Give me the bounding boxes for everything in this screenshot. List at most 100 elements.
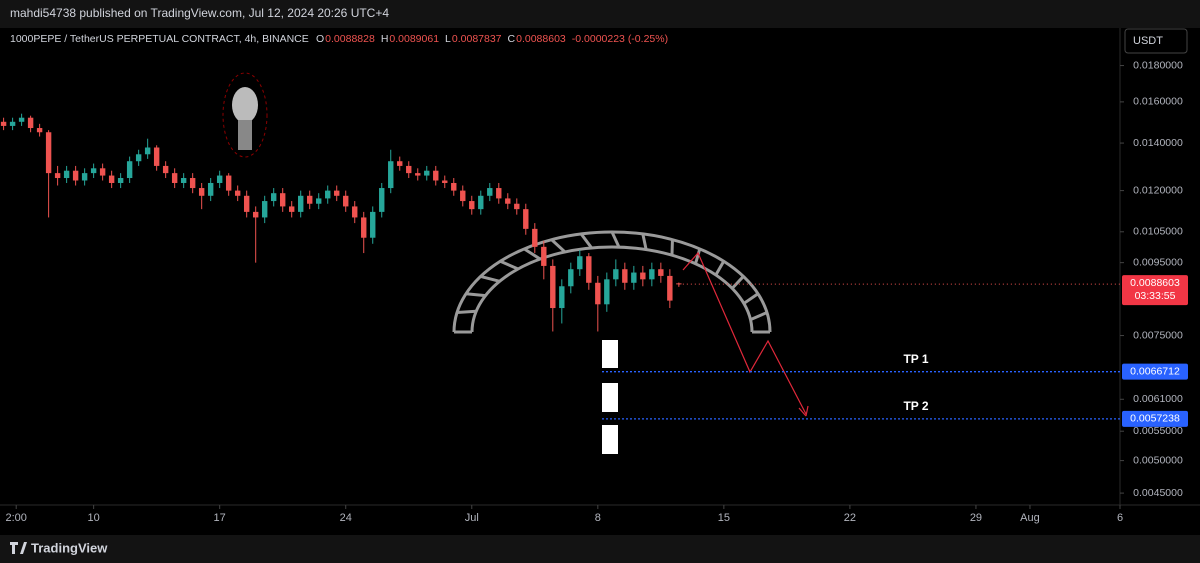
candle-body xyxy=(631,272,637,283)
candle-body xyxy=(216,175,223,183)
candle-body xyxy=(108,175,115,183)
candle-body xyxy=(649,269,655,280)
candle-body xyxy=(505,198,511,204)
currency-button[interactable] xyxy=(1124,28,1188,54)
arch-segment xyxy=(731,275,745,290)
candle-body xyxy=(234,190,241,196)
candle-body xyxy=(559,286,565,309)
white-block xyxy=(602,425,618,454)
candle-body xyxy=(370,211,376,238)
candle-body xyxy=(270,193,277,202)
candle-body xyxy=(316,198,322,204)
candle-body xyxy=(9,121,16,126)
y-tick-label: 0.0095000 xyxy=(1133,256,1183,268)
candle-body xyxy=(334,190,340,196)
arch-segment xyxy=(694,248,702,265)
candle-body xyxy=(622,269,628,283)
y-tick-label: 0.0105000 xyxy=(1133,226,1183,238)
candle-body xyxy=(604,279,610,305)
candle-body xyxy=(307,195,313,204)
candle-body xyxy=(72,170,79,181)
candle-body xyxy=(568,269,574,287)
candle-body xyxy=(126,161,133,179)
last-price-text: 0.0088603 xyxy=(1130,277,1180,289)
logo-skull xyxy=(232,87,258,123)
candle-body xyxy=(162,165,169,174)
candle-body xyxy=(676,283,682,285)
ohlc-value: 0.0088603 xyxy=(516,33,566,45)
arch-segment xyxy=(465,292,486,298)
x-tick-label: 2:00 xyxy=(5,512,26,524)
ohlc-key: O xyxy=(316,33,324,45)
candle-body xyxy=(144,147,151,155)
candle-body xyxy=(45,132,52,174)
candle-body xyxy=(343,195,349,207)
candle-body xyxy=(640,272,646,280)
arch-segment xyxy=(456,309,477,314)
candle-body xyxy=(325,190,331,199)
candle-body xyxy=(397,161,403,166)
candle-body xyxy=(252,211,259,218)
candle-body xyxy=(135,154,142,162)
candle-body xyxy=(433,170,439,181)
candle-body xyxy=(550,265,556,309)
x-tick-label: 17 xyxy=(214,512,226,524)
x-tick-label: 15 xyxy=(718,512,730,524)
candle-body xyxy=(352,206,358,218)
candle-body xyxy=(613,269,619,280)
candle-body xyxy=(532,228,538,247)
candle-body xyxy=(207,182,214,196)
x-tick-label: 6 xyxy=(1117,512,1123,524)
y-tick-label: 0.0055000 xyxy=(1133,425,1183,437)
candle-body xyxy=(577,256,583,270)
footer-bar xyxy=(0,535,1200,563)
arch-segment xyxy=(714,260,726,276)
arch-segment xyxy=(610,231,621,248)
candle-body xyxy=(117,178,124,183)
ohlc-key: H xyxy=(381,33,389,45)
price-tag xyxy=(1122,410,1188,427)
candle-body xyxy=(451,182,457,191)
x-tick-label: 8 xyxy=(595,512,601,524)
candle-body xyxy=(541,246,547,266)
ohlc-legend: O 0.0088828 H 0.0089061 L 0.0087837 C 0.0088603… xyxy=(316,33,668,45)
y-tick-label: 0.0140000 xyxy=(1133,137,1183,149)
y-tick-label: 0.0180000 xyxy=(1133,59,1183,71)
arch-inner xyxy=(470,245,754,333)
ohlc-value: 0.0088828 xyxy=(325,33,375,45)
arrow-head xyxy=(798,405,809,417)
footer-brand: TradingView xyxy=(31,540,108,555)
arch-segment xyxy=(579,233,593,249)
target-label: TP 2 xyxy=(903,399,928,413)
candle-body xyxy=(424,170,430,176)
candle-body xyxy=(523,209,529,229)
candle-body xyxy=(379,188,385,212)
ohlc-value: 0.0087837 xyxy=(452,33,502,45)
x-tick-label: Aug xyxy=(1020,512,1040,524)
logo-body xyxy=(238,120,252,150)
candle-body xyxy=(388,161,394,189)
arch-segment xyxy=(480,274,500,283)
arch-segment xyxy=(550,238,566,254)
ohlc-key: L xyxy=(445,33,451,45)
candle-body xyxy=(586,256,592,283)
arch-drawing xyxy=(452,230,772,334)
symbol-title: 1000PEPE / TetherUS PERPETUAL CONTRACT, … xyxy=(10,33,309,45)
candle-body xyxy=(36,128,43,133)
currency: USDT xyxy=(1133,35,1163,47)
candle-body xyxy=(18,117,25,122)
price-tag-text: 0.0066712 xyxy=(1130,365,1180,377)
logo-ring xyxy=(222,72,268,158)
candle-body xyxy=(289,206,295,212)
arch-segment xyxy=(641,233,648,250)
x-tick-label: 29 xyxy=(970,512,982,524)
x-tick-label: 22 xyxy=(844,512,856,524)
arch-segment xyxy=(523,247,541,261)
candle-body xyxy=(27,117,34,129)
skull-logo xyxy=(222,72,268,158)
arch-segment xyxy=(743,292,759,305)
candle-body xyxy=(0,121,7,126)
target-label: TP 1 xyxy=(903,352,928,366)
ohlc-value: 0.0089061 xyxy=(389,33,439,45)
price-tag-text: 0.0057238 xyxy=(1130,413,1180,425)
